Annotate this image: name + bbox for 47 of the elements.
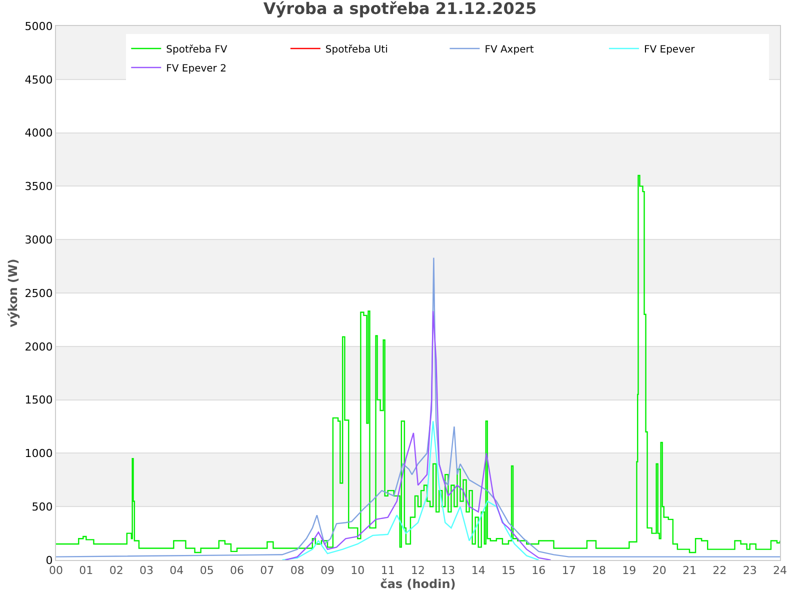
x-tick-label: 14 bbox=[471, 564, 486, 578]
line-series bbox=[56, 257, 780, 558]
y-tick-label: 2500 bbox=[24, 286, 53, 300]
x-tick-label: 10 bbox=[350, 564, 365, 578]
x-tick-label: 03 bbox=[140, 564, 154, 578]
x-axis-title: čas (hodin) bbox=[380, 577, 456, 592]
y-tick-label: 1500 bbox=[24, 394, 53, 407]
x-tick-label: 17 bbox=[562, 564, 576, 578]
x-tick-label: 09 bbox=[320, 564, 334, 578]
x-tick-label: 19 bbox=[622, 564, 636, 578]
y-tick-label: 3500 bbox=[24, 180, 53, 194]
legend-label: FV Epever 2 bbox=[166, 63, 226, 74]
x-tick-label: 21 bbox=[682, 564, 696, 578]
y-tick-label: 0 bbox=[46, 554, 53, 567]
x-tick-label: 12 bbox=[411, 564, 425, 578]
line-series bbox=[282, 420, 540, 560]
legend-label: Spotřeba FV bbox=[166, 44, 228, 56]
x-tick-label: 16 bbox=[532, 564, 546, 578]
x-tick-label: 11 bbox=[380, 564, 395, 578]
y-tick-label: 4500 bbox=[24, 73, 53, 86]
y-axis-title: výkon (W) bbox=[6, 258, 20, 328]
legend-label: Spotřeba Uti bbox=[325, 44, 388, 56]
x-tick-label: 05 bbox=[200, 564, 214, 578]
x-tick-label: 22 bbox=[712, 564, 727, 578]
y-tick-label: 4000 bbox=[24, 126, 53, 140]
x-tick-label: 15 bbox=[502, 564, 516, 578]
legend-label: FV Axpert bbox=[484, 44, 534, 56]
x-tick-label: 13 bbox=[441, 564, 456, 578]
y-tick-label: 2000 bbox=[24, 340, 53, 354]
x-tick-label: 24 bbox=[773, 564, 787, 578]
x-tick-label: 02 bbox=[109, 564, 124, 578]
x-tick-label: 07 bbox=[260, 564, 274, 578]
x-tick-label: 18 bbox=[592, 564, 606, 578]
x-tick-label: 04 bbox=[170, 564, 184, 578]
x-tick-label: 01 bbox=[79, 564, 94, 578]
x-tick-label: 23 bbox=[742, 564, 757, 578]
legend-label: FV Epever bbox=[644, 44, 696, 56]
line-series bbox=[284, 310, 552, 560]
x-tick-label: 20 bbox=[652, 564, 666, 578]
x-tick-label: 08 bbox=[290, 564, 304, 578]
y-tick-label: 3000 bbox=[24, 233, 53, 246]
chart-title: Výroba a spotřeba 21.12.2025 bbox=[263, 0, 537, 18]
y-tick-label: 500 bbox=[32, 500, 53, 514]
y-tick-label: 1000 bbox=[24, 447, 53, 460]
x-tick-label: 00 bbox=[49, 564, 63, 578]
x-tick-label: 06 bbox=[230, 564, 244, 578]
y-tick-label: 5000 bbox=[24, 20, 53, 33]
